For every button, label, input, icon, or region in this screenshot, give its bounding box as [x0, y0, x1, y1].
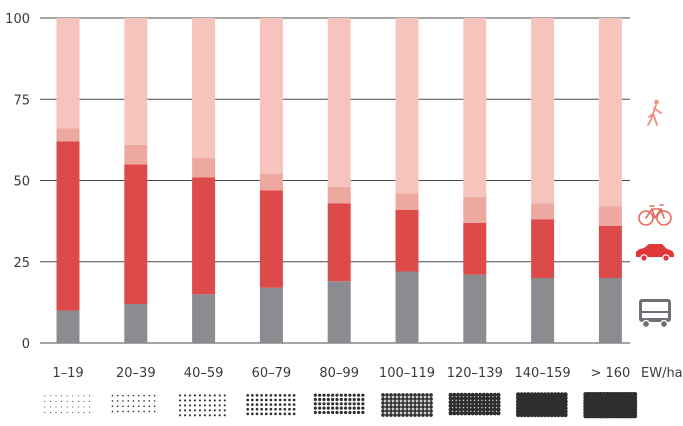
density-swatch-icon: [583, 391, 638, 419]
bar-segment-car: [531, 219, 555, 278]
bar-segment-car: [259, 190, 283, 288]
bar-segment-car: [56, 141, 80, 311]
bar-segment-car: [124, 164, 148, 304]
density-swatch-icon: [313, 393, 365, 415]
bar-segment-bus: [463, 274, 487, 343]
density-swatch-icon: [515, 392, 568, 418]
x-category-label: 20–39: [116, 366, 156, 381]
x-category-label: 120–139: [447, 366, 503, 381]
pedestrian-icon: [647, 99, 662, 126]
bar-segment-bus: [531, 278, 555, 343]
bar-segment-bus: [56, 310, 80, 343]
density-swatch-icon: [44, 395, 91, 414]
bar-segment-bicycle: [327, 187, 351, 204]
bar-segment-bicycle: [56, 128, 80, 142]
bar-segment-car: [463, 222, 487, 275]
car-icon: [636, 244, 674, 262]
bus-icon: [639, 299, 671, 329]
bar-segment-bicycle: [192, 157, 216, 178]
x-category-label: 100–119: [379, 366, 435, 381]
bar-segment-pedestrian: [124, 18, 148, 145]
bar-segment-pedestrian: [192, 18, 216, 158]
y-tick-label: 0: [22, 337, 30, 352]
density-swatches: [44, 391, 638, 419]
bar-segment-pedestrian: [395, 18, 419, 194]
bicycle-icon: [638, 204, 672, 226]
bar-segment-car: [192, 177, 216, 295]
bar-segment-pedestrian: [327, 18, 351, 187]
bar-segment-bicycle: [463, 196, 487, 223]
x-category-label: > 160: [590, 366, 630, 381]
bar-segment-bicycle: [395, 193, 419, 210]
x-category-label: 80–99: [319, 366, 359, 381]
y-tick-label: 50: [13, 175, 30, 190]
bar-segment-car: [598, 226, 622, 278]
x-axis-labels: 1–19 20–39 40–59 60–79 80–99 100–119 120–139 14…: [52, 366, 630, 381]
bar-segment-pedestrian: [598, 18, 622, 207]
bar-segment-bicycle: [259, 174, 283, 191]
bar-segment-bus: [598, 278, 622, 343]
bars: [56, 18, 622, 343]
y-tick-label: 25: [13, 256, 30, 271]
bar-segment-bus: [395, 271, 419, 343]
density-swatch-icon: [448, 392, 501, 416]
y-tick-label: 75: [13, 93, 30, 108]
density-swatch-icon: [381, 393, 433, 417]
bar-segment-bicycle: [124, 144, 148, 165]
x-axis-unit-label: EW/ha: [641, 366, 683, 381]
bar-segment-bus: [192, 294, 216, 343]
bar-segment-bus: [259, 287, 283, 343]
x-category-label: 60–79: [252, 366, 292, 381]
bar-segment-car: [395, 209, 419, 272]
bar-segment-pedestrian: [463, 18, 487, 197]
bar-segment-bicycle: [598, 206, 622, 226]
bar-segment-car: [327, 203, 351, 282]
x-category-label: 140–159: [515, 366, 571, 381]
density-swatch-icon: [111, 394, 156, 413]
x-category-label: 40–59: [184, 366, 224, 381]
y-tick-label: 100: [5, 12, 30, 27]
bar-segment-bicycle: [531, 203, 555, 220]
x-category-label: 1–19: [52, 366, 83, 381]
bar-segment-pedestrian: [259, 18, 283, 174]
density-swatch-icon: [246, 393, 296, 416]
bar-segment-pedestrian: [56, 18, 80, 129]
bar-segment-pedestrian: [531, 18, 555, 204]
density-swatch-icon: [179, 394, 226, 417]
y-axis-ticks: 0 25 50 75 100: [5, 12, 30, 352]
legend-icons: [636, 99, 674, 329]
bar-segment-bus: [327, 281, 351, 343]
bar-segment-bus: [124, 304, 148, 343]
